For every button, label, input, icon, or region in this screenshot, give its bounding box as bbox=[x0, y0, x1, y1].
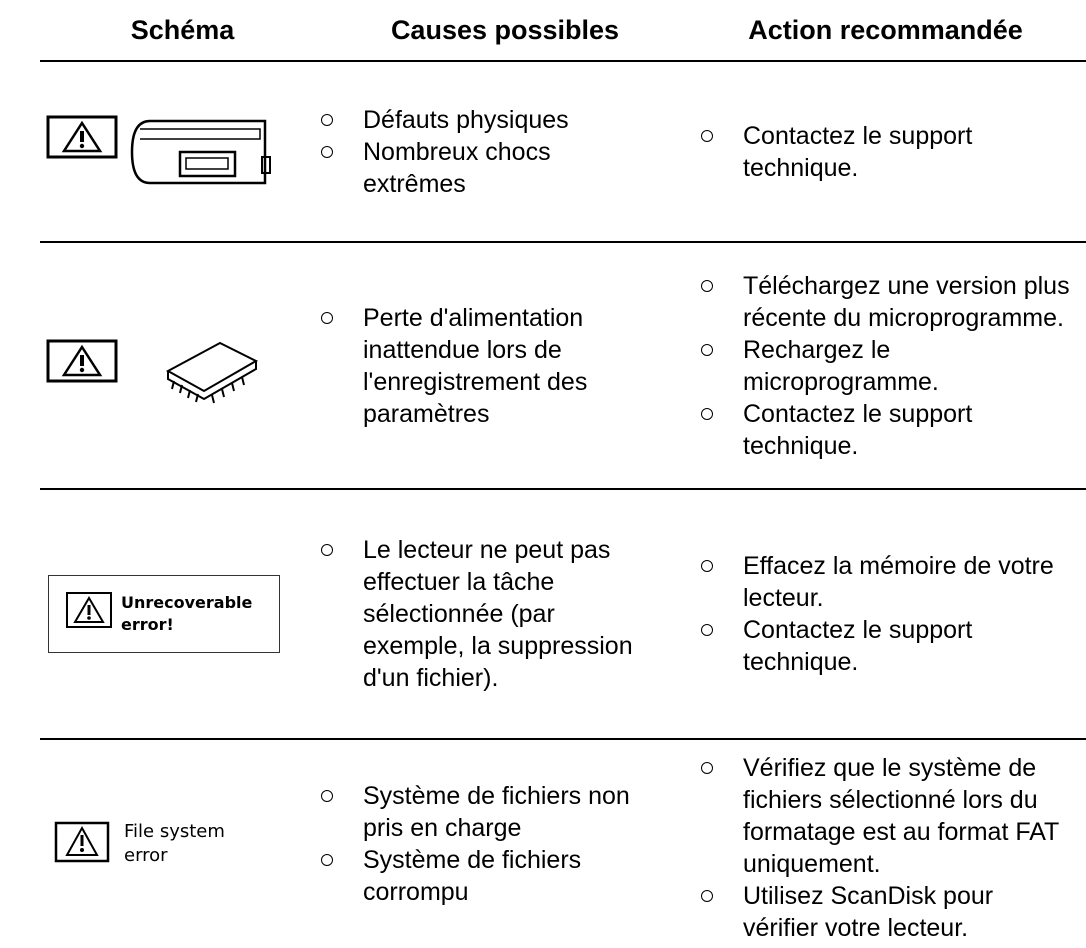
schema-cell bbox=[40, 243, 325, 488]
schema-cell bbox=[40, 62, 325, 241]
column-header: Action recommandée bbox=[748, 14, 1023, 45]
action-text: Rechargez le microprogramme. bbox=[743, 335, 939, 396]
table-row: Perte d'alimentation inattendue lors de … bbox=[40, 243, 1086, 490]
action-text: Utilisez ScanDisk pour vérifier votre le… bbox=[743, 882, 994, 942]
action-text: Contactez le support technique. bbox=[743, 616, 973, 676]
causes-cell: Perte d'alimentation inattendue lors de … bbox=[321, 243, 685, 488]
action-item: Vérifiez que le système de fichiers séle… bbox=[693, 752, 1073, 880]
header: Schéma Causes possibles Action recommand… bbox=[40, 0, 1086, 62]
action-item: Utilisez ScanDisk pour vérifier votre le… bbox=[693, 880, 1073, 944]
action-text: Téléchargez une version plus récente du … bbox=[743, 271, 1070, 332]
cause-item: Perte d'alimentation inattendue lors de … bbox=[313, 302, 643, 430]
action-text: Effacez la mémoire de votre lecteur. bbox=[743, 552, 1054, 612]
causes-cell: Le lecteur ne peut pas effectuer la tâch… bbox=[321, 490, 685, 738]
cause-text: Défauts physiques bbox=[363, 105, 569, 134]
warning-icon bbox=[54, 821, 110, 863]
cause-text: Nombreux chocs extrêmes bbox=[363, 137, 551, 198]
schema-icon bbox=[46, 339, 259, 403]
action-item: Contactez le support technique. bbox=[693, 398, 1073, 462]
action-text: Contactez le support technique. bbox=[743, 399, 973, 460]
table-row: File system error Système de fichiers no… bbox=[40, 740, 1086, 948]
error-text: File system error bbox=[124, 821, 225, 866]
error-text: Unrecoverable error! bbox=[121, 593, 253, 634]
causes-cell: Système de fichiers non pris en charge S… bbox=[321, 740, 685, 948]
action-item: Rechargez le microprogramme. bbox=[693, 334, 1073, 398]
schema-cell: Unrecoverable error! bbox=[40, 490, 325, 738]
schema-cell: File system error bbox=[40, 740, 325, 948]
action-text: Vérifiez que le système de fichiers séle… bbox=[743, 754, 1059, 878]
cause-item: Nombreux chocs extrêmes bbox=[313, 136, 643, 200]
action-item: Effacez la mémoire de votre lecteur. bbox=[693, 550, 1073, 614]
action-item: Contactez le support technique. bbox=[693, 120, 1073, 184]
column-header: Causes possibles bbox=[390, 14, 620, 45]
cause-item: Système de fichiers corrompu bbox=[313, 844, 643, 908]
column-header: Schéma bbox=[130, 14, 235, 45]
table-row: Défauts physiques Nombreux chocs extrême… bbox=[40, 62, 1086, 243]
cause-text: Le lecteur ne peut pas effectuer la tâch… bbox=[363, 536, 633, 692]
cause-item: Système de fichiers non pris en charge bbox=[313, 780, 643, 844]
cause-item: Défauts physiques bbox=[313, 104, 643, 136]
action-item: Contactez le support technique. bbox=[693, 614, 1073, 678]
actions-cell: Vérifiez que le système de fichiers séle… bbox=[685, 740, 1086, 948]
schema-icon bbox=[46, 115, 271, 184]
action-text: Contactez le support technique. bbox=[743, 121, 973, 182]
actions-cell: Effacez la mémoire de votre lecteur. Con… bbox=[685, 490, 1086, 738]
cause-text: Système de fichiers corrompu bbox=[363, 846, 582, 906]
actions-cell: Téléchargez une version plus récente du … bbox=[685, 243, 1086, 488]
warning-icon bbox=[66, 592, 112, 628]
action-item: Téléchargez une version plus récente du … bbox=[693, 270, 1073, 334]
cause-item: Le lecteur ne peut pas effectuer la tâch… bbox=[313, 534, 643, 694]
actions-cell: Contactez le support technique. bbox=[685, 62, 1086, 241]
table-row: Unrecoverable error! Le lecteur ne peut … bbox=[40, 490, 1086, 740]
cause-text: Perte d'alimentation inattendue lors de … bbox=[363, 303, 588, 428]
cause-text: Système de fichiers non pris en charge bbox=[363, 782, 630, 842]
causes-cell: Défauts physiques Nombreux chocs extrême… bbox=[321, 62, 685, 241]
error-screen: Unrecoverable error! bbox=[48, 575, 280, 653]
